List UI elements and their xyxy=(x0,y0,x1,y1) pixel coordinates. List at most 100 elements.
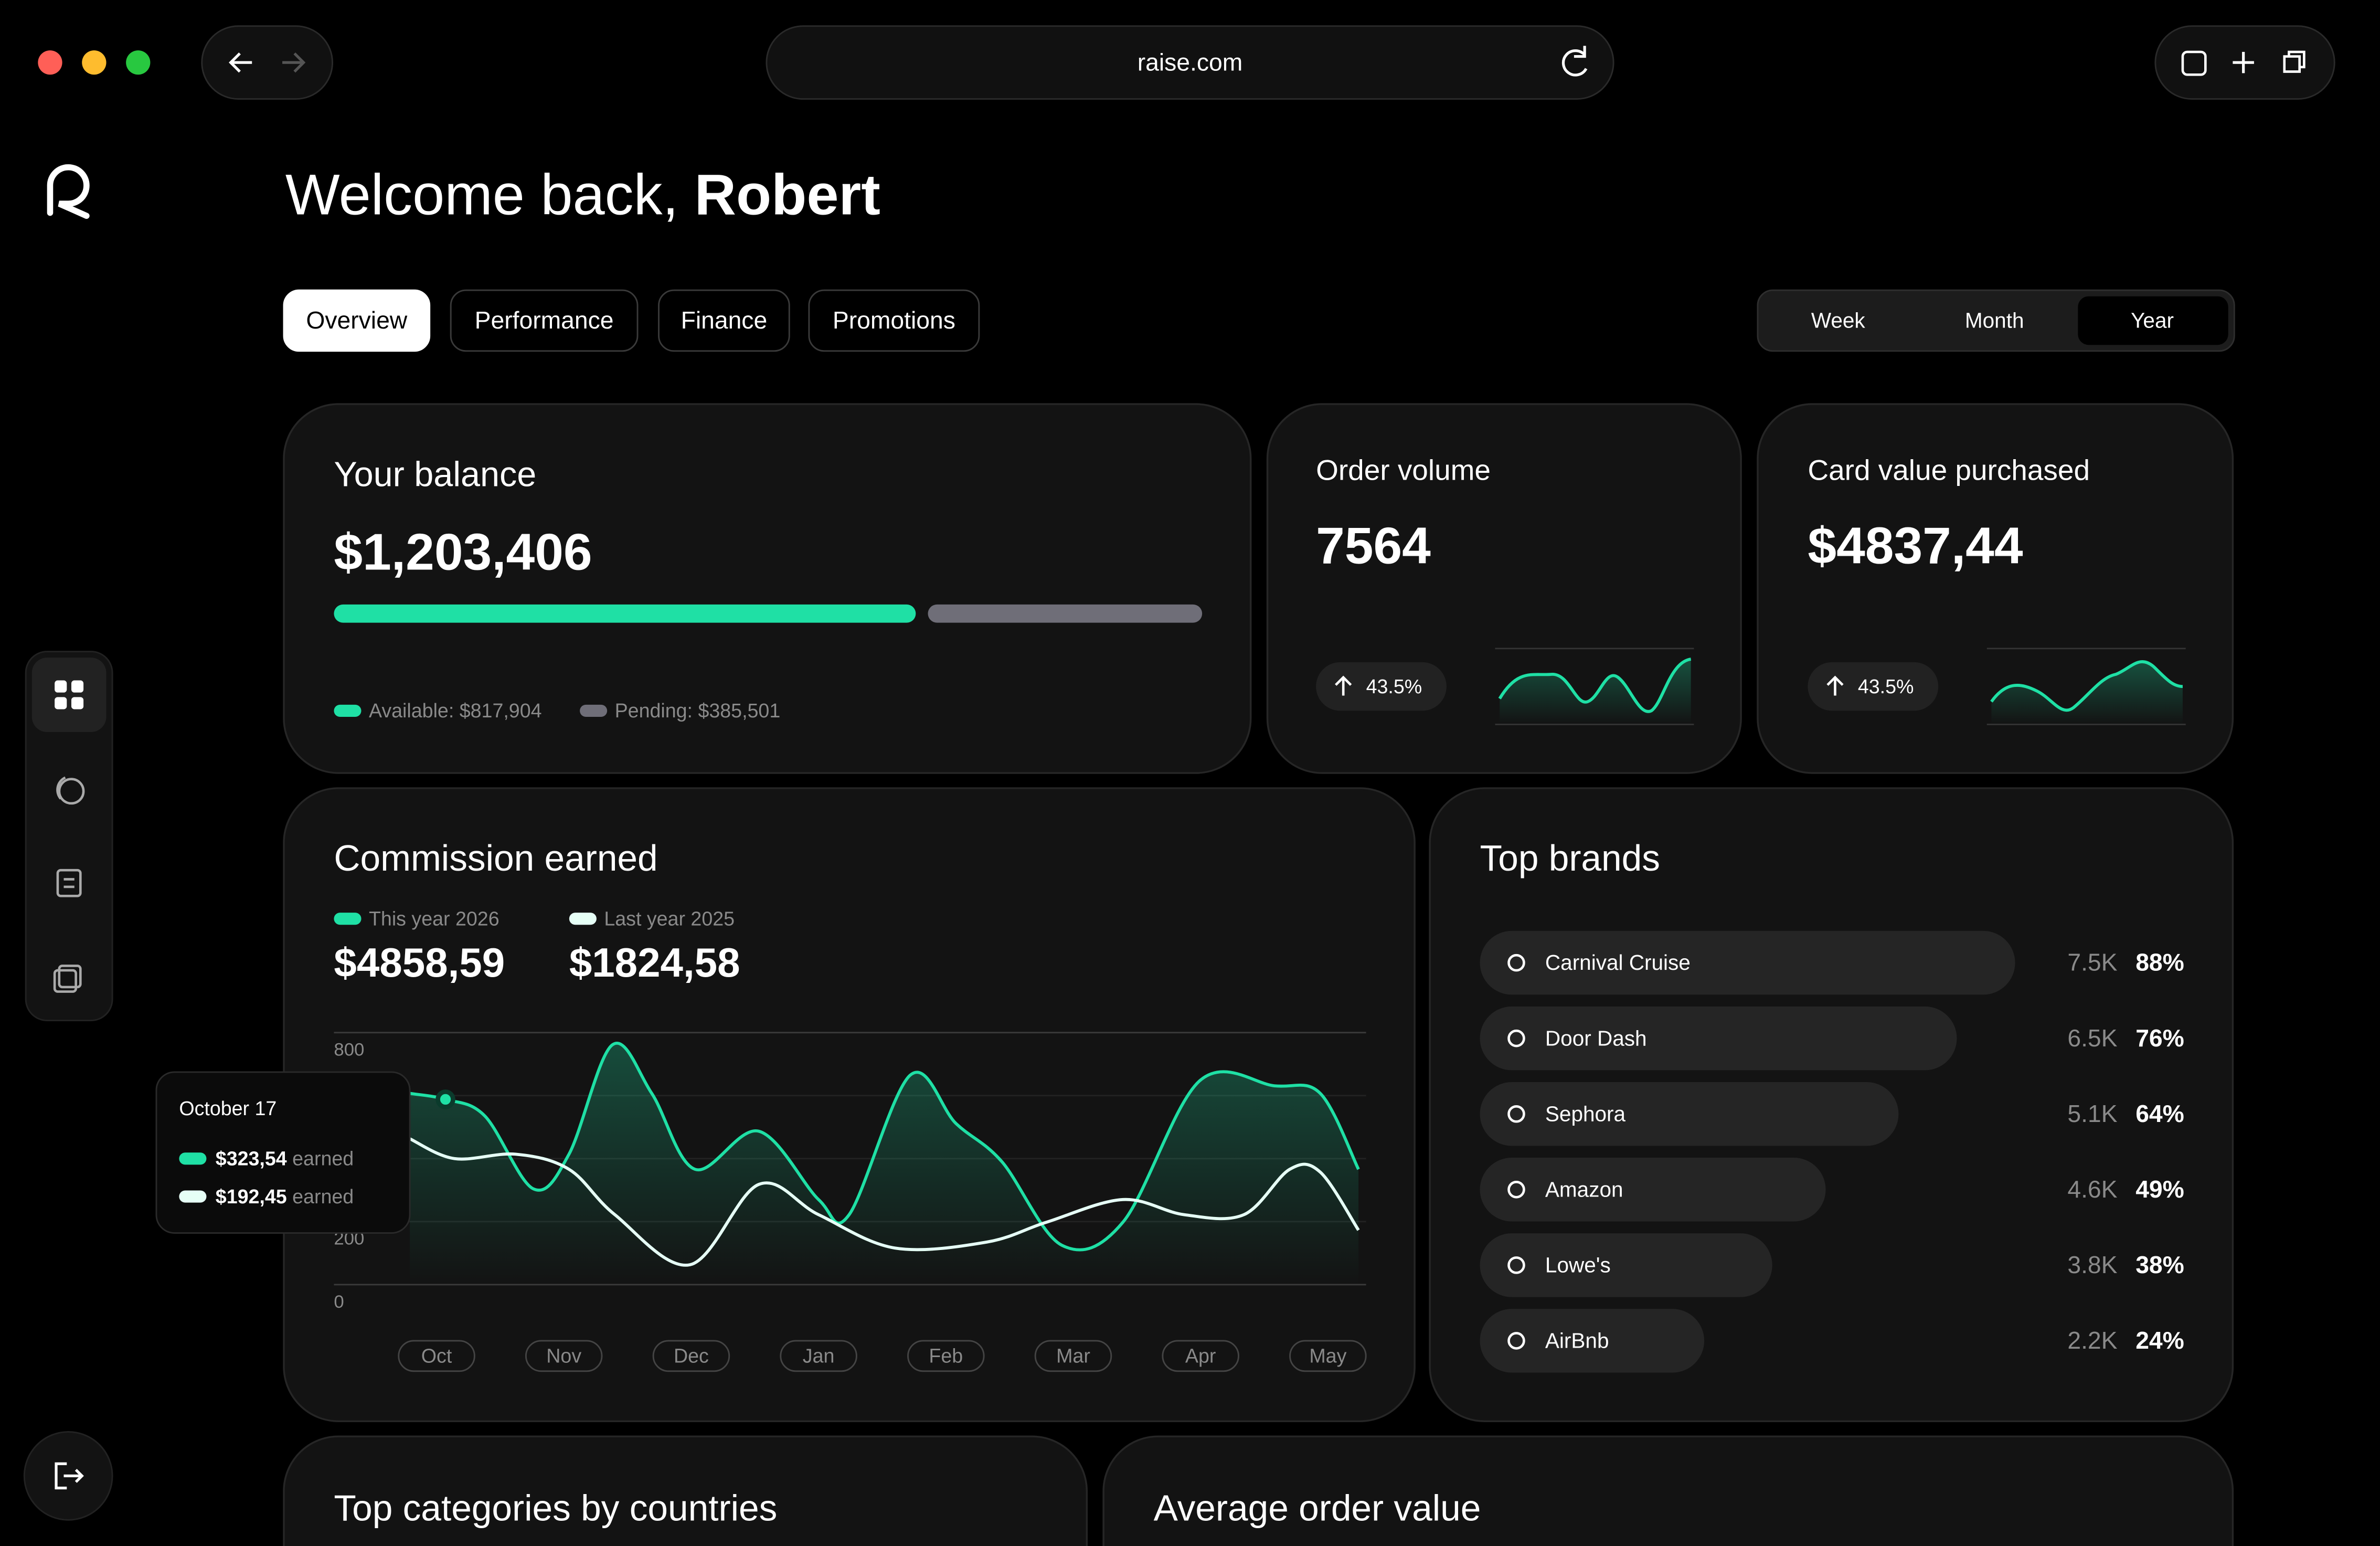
brand-count: 4.6K xyxy=(2067,1176,2117,1203)
sparkline-area xyxy=(1991,661,2183,725)
brand-name: Carnival Cruise xyxy=(1545,950,1691,975)
legend-swatch xyxy=(334,913,362,925)
nav-active xyxy=(31,658,107,732)
brand-name: AirBnb xyxy=(1545,1329,1609,1353)
tabs: Overview Performance Finance Promotions xyxy=(283,289,980,352)
brand-bar[interactable] xyxy=(1480,1158,1826,1222)
x-tick-label: Feb xyxy=(929,1345,963,1367)
logo[interactable] xyxy=(47,164,90,219)
commission-title: Commission earned xyxy=(334,838,657,878)
order-title: Order volume xyxy=(1316,454,1491,486)
brand-name: Door Dash xyxy=(1545,1026,1647,1050)
balance-title: Your balance xyxy=(334,455,536,494)
brand-count: 5.1K xyxy=(2067,1100,2117,1127)
tab-label: Performance xyxy=(475,306,614,334)
card-change: 43.5% xyxy=(1858,675,1914,697)
share-button[interactable] xyxy=(2181,50,2207,76)
order-value: 7564 xyxy=(1316,517,1431,575)
periods: Week Month Year xyxy=(1811,309,2174,333)
tab[interactable] xyxy=(283,289,431,352)
tooltip-box xyxy=(155,1071,411,1234)
card-value-value: $4837,44 xyxy=(1808,517,2023,575)
y-tick-label: 800 xyxy=(334,1040,364,1060)
brand-share: 38% xyxy=(2135,1251,2184,1278)
up-arrow xyxy=(1826,675,1844,696)
tooltip-unit: earned xyxy=(292,1185,354,1208)
pending-swatch xyxy=(580,704,608,717)
nav-money[interactable] xyxy=(56,776,85,805)
brand-icon xyxy=(1507,1105,1525,1123)
brand-name: Lowe's xyxy=(1545,1253,1611,1277)
nav-dashboard[interactable] xyxy=(55,680,84,710)
brand-icon xyxy=(1507,1256,1525,1274)
x-tick-pill xyxy=(525,1340,603,1372)
brand-share: 76% xyxy=(2135,1024,2184,1052)
series-line xyxy=(409,1137,1360,1267)
brand-count: 6.5K xyxy=(2067,1024,2117,1052)
tab-label: Overview xyxy=(306,306,407,334)
period-option[interactable]: Week xyxy=(1811,309,1866,333)
tab[interactable] xyxy=(658,289,790,352)
nav-cards[interactable] xyxy=(53,965,82,993)
legend-swatch xyxy=(569,913,597,925)
close-button[interactable] xyxy=(38,50,62,75)
brand-count: 3.8K xyxy=(2067,1251,2117,1278)
brands-title: Top brands xyxy=(1480,838,1660,878)
brand-share: 64% xyxy=(2135,1100,2184,1127)
x-tick-pill xyxy=(398,1340,475,1372)
series-line xyxy=(409,1042,1360,1252)
reload-button[interactable] xyxy=(1561,46,1588,77)
tooltip-swatch xyxy=(179,1152,207,1165)
sidebar xyxy=(25,651,113,1021)
brand-bar[interactable] xyxy=(1480,930,2015,995)
tooltip-amount: $323,54 xyxy=(216,1148,287,1170)
order-change-badge xyxy=(1316,662,1447,711)
back-button[interactable] xyxy=(229,52,252,73)
brand-bar[interactable] xyxy=(1480,1082,1899,1146)
tab[interactable] xyxy=(450,289,639,352)
card-value-title: Card value purchased xyxy=(1808,454,2090,486)
x-tick-label: Apr xyxy=(1185,1345,1216,1367)
new-tab-button[interactable] xyxy=(2233,51,2254,73)
x-tick-label: Oct xyxy=(421,1345,452,1367)
address-bar[interactable] xyxy=(766,25,1614,100)
zoom-button[interactable] xyxy=(126,50,151,75)
brand-share: 24% xyxy=(2135,1327,2184,1354)
balance-card xyxy=(283,403,1252,774)
pending-bar xyxy=(928,604,1203,623)
x-tick-label: Dec xyxy=(674,1345,709,1367)
tabs-button[interactable] xyxy=(2283,50,2305,73)
available-label: Available: $817,904 xyxy=(369,700,542,722)
tooltip-date: October 17 xyxy=(179,1097,277,1119)
brand-share: 49% xyxy=(2135,1176,2184,1203)
brand-bar[interactable] xyxy=(1480,1309,1705,1373)
sparkline xyxy=(1990,660,2183,712)
countries-card xyxy=(283,1435,1088,1546)
forward-button[interactable] xyxy=(282,52,306,73)
tooltip-item: $323,54 earned xyxy=(216,1148,354,1170)
x-tick-pill xyxy=(907,1340,985,1372)
minimize-button[interactable] xyxy=(82,50,107,75)
nav-orders[interactable] xyxy=(56,869,82,897)
brand-share: 88% xyxy=(2135,949,2184,976)
order-change: 43.5% xyxy=(1366,675,1422,697)
tab-label: Finance xyxy=(681,306,768,334)
period-option[interactable]: Year xyxy=(2131,309,2174,333)
brand-bar[interactable] xyxy=(1480,1006,1957,1071)
brand-count: 7.5K xyxy=(2067,949,2117,976)
period-option[interactable]: Month xyxy=(1965,309,2024,333)
brands: Carnival Cruise 7.5K 88% Door Dash 6.5K 76% Se… xyxy=(1480,930,2184,1373)
legend-label: Last year 2025 xyxy=(604,908,735,930)
url: raise.com xyxy=(1138,48,1243,76)
brand-count: 2.2K xyxy=(2067,1327,2117,1354)
brand-bar[interactable] xyxy=(1480,1233,1772,1297)
x-tick-label: Mar xyxy=(1056,1345,1090,1367)
greeting: Welcome back, xyxy=(285,163,678,227)
aov-card xyxy=(1102,1435,2234,1546)
brand-name: Amazon xyxy=(1545,1177,1623,1201)
x-tick-label: Jan xyxy=(803,1345,835,1367)
tab[interactable] xyxy=(808,289,980,352)
